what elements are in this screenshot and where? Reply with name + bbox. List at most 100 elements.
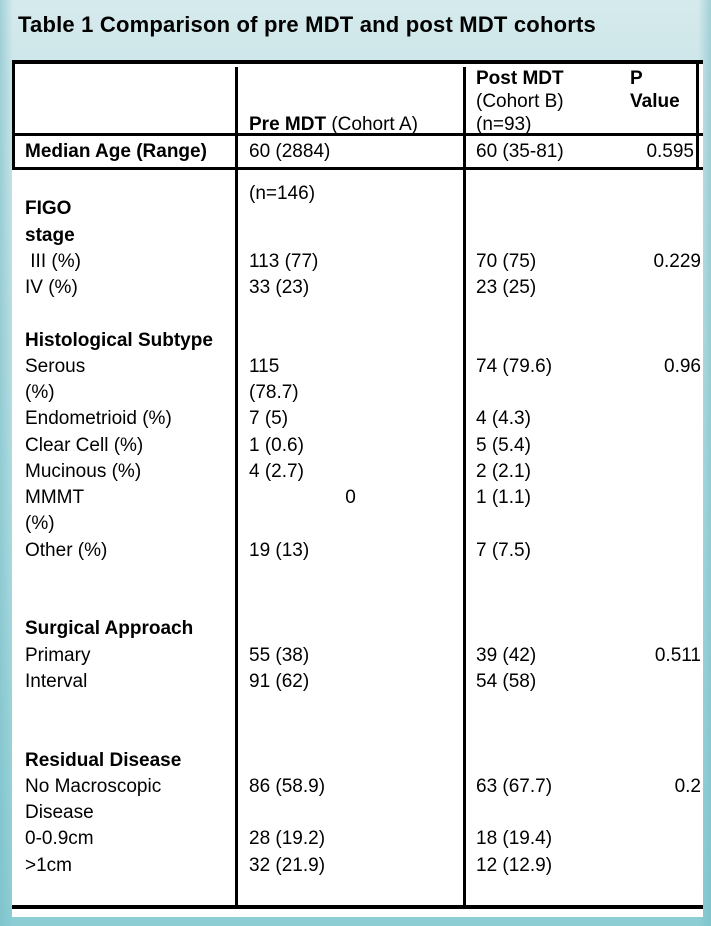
table-row: MMMT 0 1 (1.1) — [12, 485, 703, 512]
header-post-mdt-bold: Post MDT — [476, 68, 564, 89]
p-value: 0.96 — [664, 355, 701, 377]
pre-mdt-value: 113 (77) — [249, 250, 319, 272]
pre-mdt-value: (78.7) — [249, 382, 299, 403]
row-label: Histological Subtype — [25, 329, 213, 351]
post-mdt-value: 5 (5.4) — [476, 434, 531, 456]
row-label: MMMT — [25, 487, 85, 508]
post-mdt-value: 7 (7.5) — [476, 539, 531, 561]
table-top-border — [12, 60, 703, 64]
median-divider-line — [12, 167, 703, 170]
header-p-line1: P — [630, 68, 643, 89]
table-row: Surgical Approach — [12, 616, 703, 643]
median-age-post-cell: 60 (35-81) 0.595 — [466, 136, 696, 167]
header-pre-mdt-cohort: (Cohort A) — [326, 114, 418, 135]
post-mdt-value: 1 (1.1) — [476, 487, 531, 508]
row-label: (%) — [25, 513, 55, 535]
row-label: FIGO — [25, 198, 72, 220]
post-mdt-value: 12 (12.9) — [476, 854, 553, 876]
post-mdt-value: 54 (58) — [476, 670, 537, 692]
p-value: 0.2 — [674, 775, 701, 797]
row-label: Mucinous (%) — [25, 460, 142, 482]
table-row: No Macroscopic 86 (58.9) 63 (67.7) 0.2 — [12, 773, 703, 800]
header-pre-mdt-line1: Pre MDT (Cohort A) — [249, 113, 463, 136]
table-row: Mucinous (%) 4 (2.7) 2 (2.1) — [12, 458, 703, 485]
median-age-post-value: 60 (35-81) — [476, 141, 564, 162]
table-row: (%) (78.7) — [12, 380, 703, 407]
pre-mdt-value: 32 (21.9) — [249, 854, 326, 876]
header-empty-cell — [15, 67, 238, 133]
median-age-p-value: 0.595 — [646, 141, 694, 162]
pre-mdt-value: 19 (13) — [249, 539, 310, 561]
row-label: 0-0.9cm — [25, 828, 94, 850]
row-label: Residual Disease — [25, 749, 182, 771]
table-body: FIGO stage III (%) 113 (77) 70 (75) 0.22… — [12, 170, 703, 909]
pre-mdt-value: 91 (62) — [249, 670, 310, 692]
header-pre-mdt-n: (n=146) — [249, 183, 316, 204]
table-title: Table 1 Comparison of pre MDT and post M… — [18, 12, 596, 37]
table-1: Pre MDT (Cohort A) (n=146) Post MDT (Coh… — [12, 60, 703, 917]
table-row: Disease — [12, 800, 703, 827]
row-label: >1cm — [25, 854, 72, 876]
pre-mdt-value: 115 — [249, 355, 280, 377]
header-post-mdt: Post MDT (Cohort B) (n=93) — [476, 67, 630, 135]
pre-mdt-value: 28 (19.2) — [249, 828, 326, 850]
post-mdt-value: 23 (25) — [476, 277, 537, 298]
table-row: Endometrioid (%) 7 (5) 4 (4.3) — [12, 406, 703, 433]
table-row: stage — [12, 222, 703, 249]
row-label: IV (%) — [25, 277, 78, 298]
table-row: Residual Disease — [12, 747, 703, 774]
row-label: No Macroscopic — [25, 775, 162, 797]
table-row: IV (%) 33 (23) 23 (25) — [12, 275, 703, 302]
table-row — [12, 563, 703, 590]
median-age-label: Median Age (Range) — [15, 136, 238, 167]
header-pre-mdt-cell: Pre MDT (Cohort A) (n=146) — [238, 67, 466, 204]
header-post-mdt-n: (n=93) — [476, 114, 532, 135]
table-row — [12, 170, 703, 197]
table-row: Other (%) 19 (13) 7 (7.5) — [12, 537, 703, 564]
p-value: 0.229 — [653, 250, 701, 272]
row-label: Disease — [25, 802, 94, 823]
post-mdt-value: 70 (75) — [476, 250, 537, 272]
post-mdt-value: 2 (2.1) — [476, 460, 531, 482]
table-row: 0-0.9cm 28 (19.2) 18 (19.4) — [12, 826, 703, 853]
header-p-value: P Value — [630, 67, 694, 133]
table-row — [12, 721, 703, 748]
row-label: Primary — [25, 644, 91, 666]
header-post-mdt-p-cell: Post MDT (Cohort B) (n=93) P Value — [466, 67, 696, 135]
table-row: FIGO — [12, 196, 703, 223]
post-mdt-value: 18 (19.4) — [476, 828, 553, 850]
median-age-pre-value: 60 (2884) — [238, 136, 466, 167]
pre-mdt-value: 4 (2.7) — [249, 460, 304, 482]
row-label: stage — [25, 224, 75, 246]
pre-mdt-value: 55 (38) — [249, 644, 310, 666]
table-row: >1cm 32 (21.9) 12 (12.9) — [12, 852, 703, 879]
post-mdt-value: 39 (42) — [476, 644, 537, 666]
table-row: Clear Cell (%) 1 (0.6) 5 (5.4) — [12, 432, 703, 459]
row-label: Other (%) — [25, 539, 108, 561]
row-label: Clear Cell (%) — [25, 434, 144, 456]
row-label: III (%) — [25, 250, 81, 272]
header-p-line2: Value — [630, 91, 680, 112]
header-pre-mdt-bold: Pre MDT — [249, 114, 327, 135]
pre-mdt-value: 7 (5) — [249, 408, 289, 430]
table-row: Histological Subtype — [12, 327, 703, 354]
table-row: (%) — [12, 511, 703, 538]
table-row: III (%) 113 (77) 70 (75) 0.229 — [12, 248, 703, 275]
row-label: Endometrioid (%) — [25, 408, 172, 430]
header-post-mdt-cohort: (Cohort B) — [476, 91, 564, 112]
table-row — [12, 301, 703, 328]
row-label: Serous — [25, 355, 86, 377]
header-divider-line — [12, 133, 703, 136]
post-mdt-value: 74 (79.6) — [476, 355, 553, 377]
post-mdt-value: 63 (67.7) — [476, 775, 553, 797]
post-mdt-value: 4 (4.3) — [476, 408, 531, 430]
table-row — [12, 695, 703, 722]
pre-mdt-value: 1 (0.6) — [249, 434, 304, 456]
median-age-row: Median Age (Range) 60 (2884) 60 (35-81) … — [12, 136, 699, 167]
table-row: Primary 55 (38) 39 (42) 0.511 — [12, 642, 703, 669]
p-value: 0.511 — [654, 644, 701, 666]
table-row: Interval 91 (62) 54 (58) — [12, 668, 703, 695]
pre-mdt-value: 0 — [345, 487, 356, 508]
row-label: Surgical Approach — [25, 618, 194, 640]
